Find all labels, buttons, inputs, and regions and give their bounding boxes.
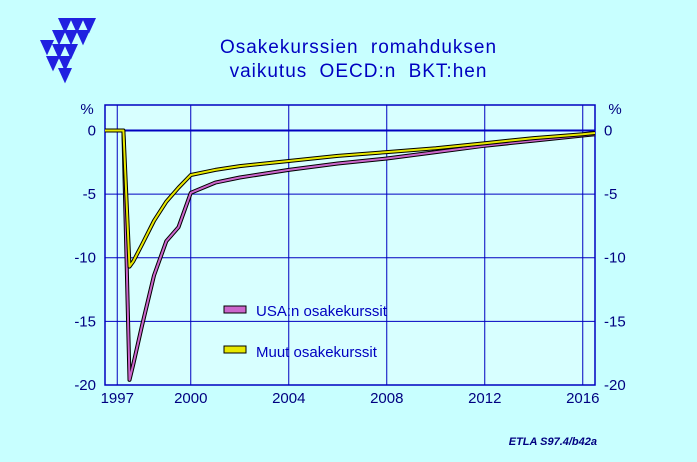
series-layer (105, 128, 596, 382)
series-line-1 (105, 129, 596, 268)
logo-triangle (64, 30, 78, 46)
legend: USA:n osakekurssit Muut osakekurssit (223, 303, 388, 361)
logo-triangle (52, 44, 66, 60)
y-tick-label-left: 0 (88, 122, 96, 139)
y-axis-left: 0 -5 -10 -15 -20 (74, 122, 96, 394)
logo-triangle (70, 18, 84, 34)
y-tick-label-left: -10 (74, 250, 96, 267)
logo-triangle (76, 30, 90, 46)
logo-triangle (52, 30, 66, 46)
y-axis-unit-right: % (608, 101, 621, 118)
logo-triangle (82, 18, 96, 34)
logo-triangle (58, 56, 72, 72)
x-tick-label: 2012 (468, 390, 501, 407)
y-tick-label-right: -10 (604, 250, 626, 267)
y-axis-unit-left: % (80, 101, 93, 118)
logo-triangle (46, 56, 60, 72)
grid-lines (105, 105, 595, 386)
x-tick-label: 2004 (272, 390, 305, 407)
logo-triangle (58, 18, 72, 34)
y-tick-label-right: 0 (604, 122, 612, 139)
logo-triangle (40, 40, 54, 56)
y-tick-label-right: -20 (604, 377, 626, 394)
legend-swatch-muut (223, 345, 247, 354)
x-tick-label: 2000 (174, 390, 207, 407)
y-tick-label-left: -15 (74, 313, 96, 330)
series-line-0 (105, 129, 596, 381)
y-tick-label-right: -15 (604, 313, 626, 330)
logo-triangle (64, 44, 78, 60)
y-tick-label-right: -5 (604, 186, 617, 203)
y-tick-label-left: -20 (74, 377, 96, 394)
source-note: ETLA S97.4/b42a (508, 436, 597, 448)
y-tick-label-left: -5 (83, 186, 96, 203)
chart-title-line1: Osakekurssien romahduksen (219, 37, 498, 58)
etla-logo-icon (40, 18, 96, 84)
y-axis-right: 0 -5 -10 -15 -20 (604, 122, 626, 394)
x-tick-label: 1997 (101, 390, 134, 407)
chart-title-line2: vaikutus OECD:n BKT:hen (229, 61, 488, 82)
legend-label-usa: USA:n osakekurssit (256, 303, 388, 320)
x-tick-label: 2016 (566, 390, 599, 407)
plot-area (104, 104, 596, 386)
x-axis: 1997 2000 2004 2008 2012 2016 (101, 390, 600, 407)
legend-swatch-usa (223, 305, 247, 314)
legend-label-muut: Muut osakekurssit (256, 344, 378, 361)
x-tick-label: 2008 (370, 390, 403, 407)
logo-triangle (58, 68, 72, 84)
